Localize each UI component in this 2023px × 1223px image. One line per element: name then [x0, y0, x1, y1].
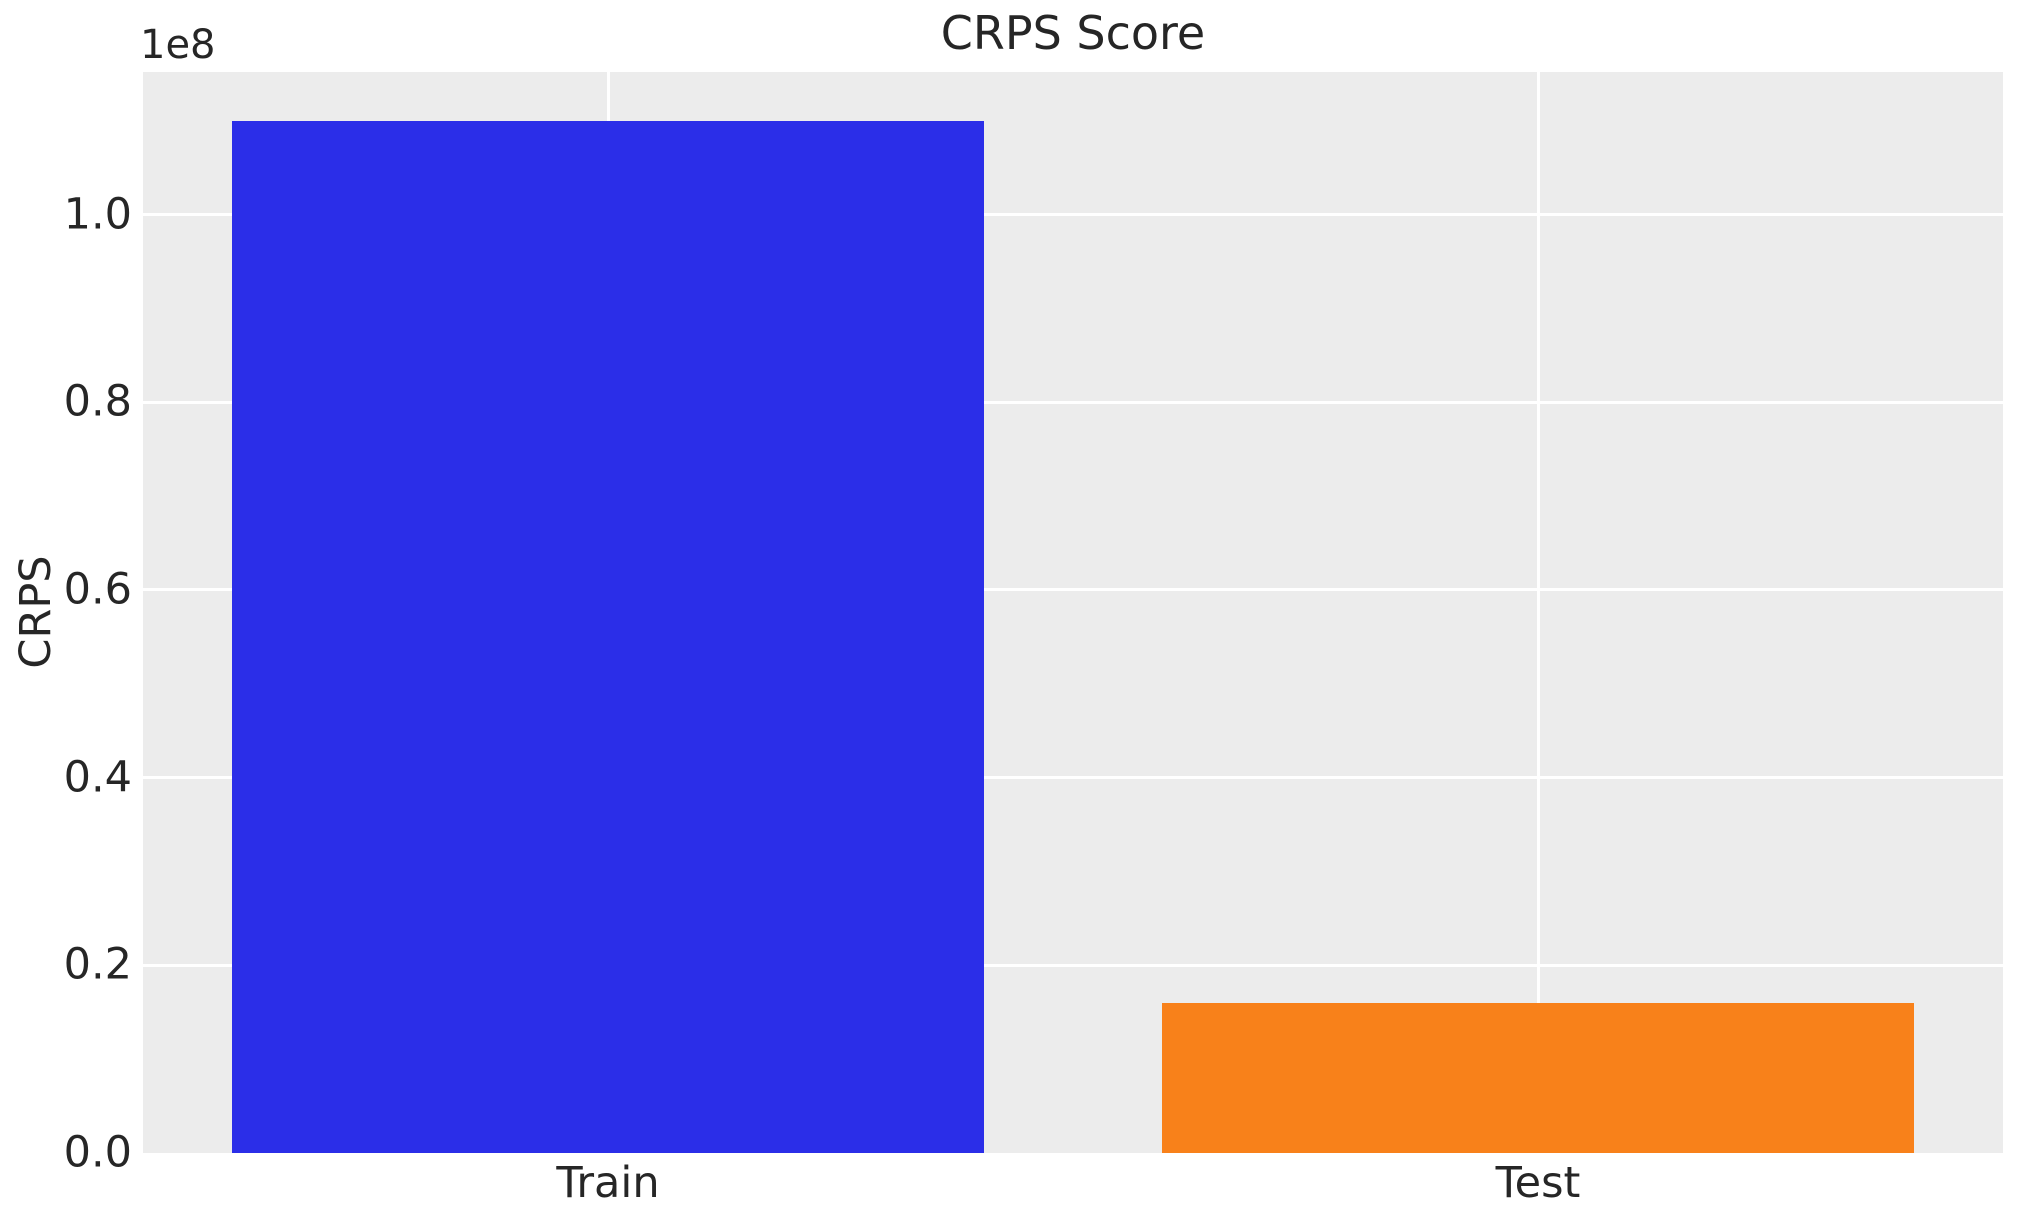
plot-area [143, 72, 2003, 1153]
bar-test [1162, 1002, 1914, 1153]
bar-train [232, 120, 984, 1153]
horizontal-gridline [143, 963, 2003, 967]
y-tick-label-0.0: 0.0 [63, 1127, 132, 1178]
horizontal-gridline [143, 213, 2003, 217]
vertical-gridline [1536, 72, 1540, 1153]
chart-title: CRPS Score [940, 6, 1206, 60]
y-tick-label-0.6: 0.6 [63, 564, 132, 615]
y-tick-label-0.2: 0.2 [63, 939, 132, 990]
x-tick-label-test: Test [1495, 1158, 1581, 1208]
y-tick-label-0.8: 0.8 [63, 376, 132, 427]
horizontal-gridline [143, 776, 2003, 780]
horizontal-gridline [143, 400, 2003, 404]
y-axis-offset-text: 1e8 [140, 22, 216, 68]
y-tick-label-0.4: 0.4 [63, 752, 132, 803]
y-tick-label-1.0: 1.0 [63, 189, 132, 240]
horizontal-gridline [143, 588, 2003, 592]
x-tick-label-train: Train [556, 1158, 660, 1208]
